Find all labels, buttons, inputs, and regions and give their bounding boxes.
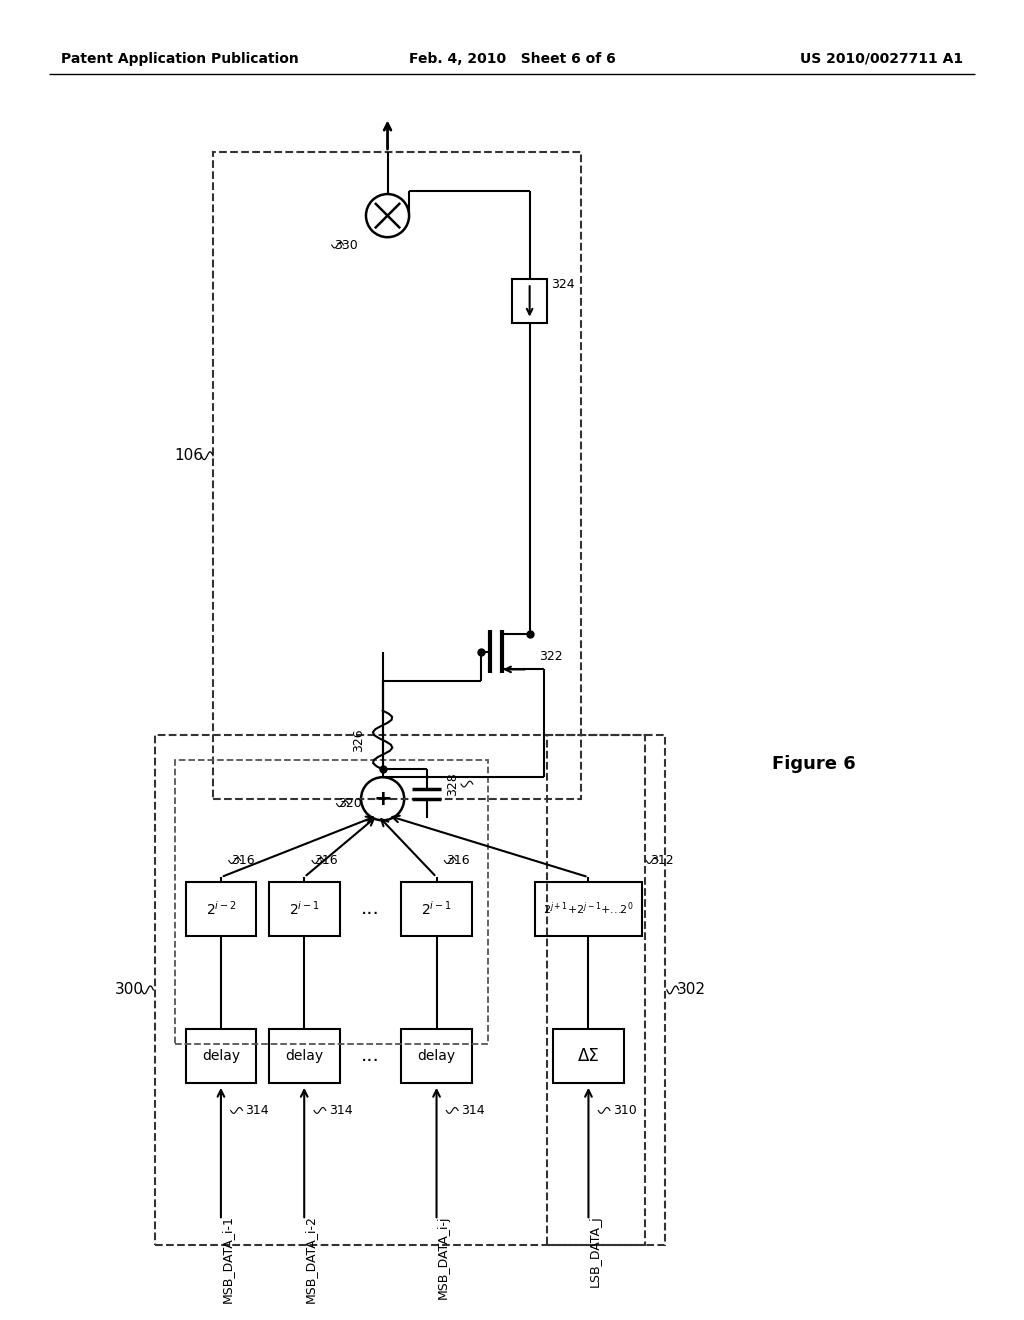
Text: 302: 302 — [677, 982, 706, 998]
Text: MSB_DATA_i-j: MSB_DATA_i-j — [436, 1216, 450, 1299]
Bar — [269, 882, 340, 936]
Text: US 2010/0027711 A1: US 2010/0027711 A1 — [800, 51, 963, 66]
Text: 106: 106 — [174, 449, 204, 463]
Text: Feb. 4, 2010   Sheet 6 of 6: Feb. 4, 2010 Sheet 6 of 6 — [409, 51, 615, 66]
Text: delay: delay — [418, 1048, 456, 1063]
Bar — [269, 1030, 340, 1082]
Text: ...: ... — [361, 899, 380, 917]
Text: Patent Application Publication: Patent Application Publication — [61, 51, 299, 66]
Bar — [553, 1030, 624, 1082]
Text: 2$^{i-1}$: 2$^{i-1}$ — [421, 900, 452, 917]
Text: +: + — [374, 789, 392, 809]
Text: ΔΣ: ΔΣ — [578, 1047, 599, 1064]
Text: 314: 314 — [461, 1104, 484, 1117]
Text: 310: 310 — [613, 1104, 637, 1117]
Text: delay: delay — [285, 1048, 324, 1063]
Text: 312: 312 — [650, 854, 674, 867]
Text: MSB_DATA_i-1: MSB_DATA_i-1 — [221, 1216, 233, 1303]
Text: 2$^{j+1}$+2$^{j-1}$+...2$^{0}$: 2$^{j+1}$+2$^{j-1}$+...2$^{0}$ — [543, 900, 634, 917]
Bar — [185, 1030, 256, 1082]
Text: 316: 316 — [314, 854, 338, 867]
Text: 300: 300 — [115, 982, 143, 998]
Bar — [401, 882, 472, 936]
Bar — [175, 759, 488, 1044]
Text: 314: 314 — [246, 1104, 269, 1117]
Text: 314: 314 — [329, 1104, 352, 1117]
Bar — [547, 735, 665, 1245]
Bar — [401, 1030, 472, 1082]
Text: 2$^{i-1}$: 2$^{i-1}$ — [289, 900, 319, 917]
Text: 322: 322 — [540, 651, 563, 663]
Text: 324: 324 — [551, 277, 574, 290]
Text: MSB_DATA_i-2: MSB_DATA_i-2 — [304, 1216, 317, 1303]
Bar — [535, 882, 642, 936]
Text: 328: 328 — [446, 772, 460, 796]
Bar — [512, 280, 547, 323]
Bar — [185, 882, 256, 936]
Text: 326: 326 — [352, 729, 365, 752]
Text: 2$^{i-2}$: 2$^{i-2}$ — [206, 900, 237, 917]
Bar — [213, 152, 581, 799]
Text: 316: 316 — [446, 854, 470, 867]
Text: Figure 6: Figure 6 — [772, 755, 856, 774]
Text: ...: ... — [361, 1045, 380, 1065]
Text: 316: 316 — [230, 854, 254, 867]
Text: delay: delay — [202, 1048, 240, 1063]
Text: LSB_DATA_j: LSB_DATA_j — [589, 1216, 601, 1287]
Bar — [156, 735, 645, 1245]
Text: 330: 330 — [334, 239, 357, 252]
Text: 320: 320 — [339, 797, 362, 810]
